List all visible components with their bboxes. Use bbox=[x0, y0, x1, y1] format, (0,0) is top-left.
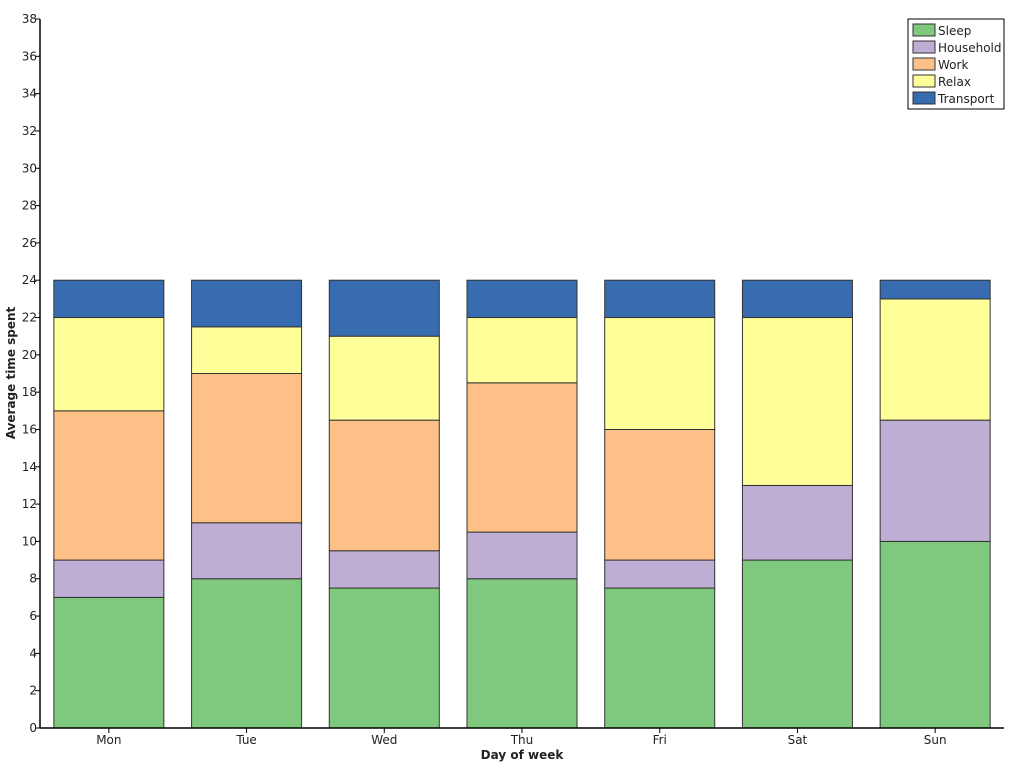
x-tick-label: Mon bbox=[96, 733, 121, 747]
bar-sleep-sat bbox=[741, 559, 853, 729]
bar-transport-wed bbox=[328, 279, 440, 337]
bar-transport-thu bbox=[466, 279, 578, 319]
y-tick-label: 26 bbox=[22, 236, 37, 250]
bar-work-tue bbox=[191, 373, 303, 524]
y-tick-label: 22 bbox=[22, 311, 37, 325]
y-axis-label: Average time spent bbox=[4, 306, 18, 439]
bar-sleep-fri bbox=[604, 587, 716, 729]
bar-relax-sat bbox=[741, 317, 853, 486]
legend-swatch-transport bbox=[912, 91, 936, 105]
bar-household-thu bbox=[466, 531, 578, 580]
x-tick-label: Sun bbox=[924, 733, 947, 747]
bar-household-sat bbox=[741, 484, 853, 561]
bar-transport-sat bbox=[741, 279, 853, 319]
x-tick-label: Thu bbox=[510, 733, 534, 747]
bar-relax-fri bbox=[604, 317, 716, 430]
bars-layer bbox=[53, 279, 991, 729]
bar-work-mon bbox=[53, 410, 165, 561]
bar-work-fri bbox=[604, 428, 716, 561]
bar-transport-mon bbox=[53, 279, 165, 319]
legend-label-transport: Transport bbox=[937, 92, 995, 106]
bar-sleep-mon bbox=[53, 596, 165, 729]
axes-layer: Mon Tue Wed Thu Fri Sat Sun0246810121416182022… bbox=[22, 12, 1004, 747]
legend-swatch-relax bbox=[912, 74, 936, 88]
y-tick-label: 10 bbox=[22, 534, 37, 548]
bar-sleep-tue bbox=[191, 578, 303, 729]
y-tick-label: 24 bbox=[22, 273, 37, 287]
y-tick-label: 38 bbox=[22, 12, 37, 26]
y-tick-label: 18 bbox=[22, 385, 37, 399]
bar-household-mon bbox=[53, 559, 165, 598]
legend-label-sleep: Sleep bbox=[938, 24, 971, 38]
legend: Sleep Household Work Relax Transport bbox=[907, 18, 1005, 110]
y-tick-label: 4 bbox=[29, 646, 37, 660]
legend-label-relax: Relax bbox=[938, 75, 971, 89]
legend-swatch-work bbox=[912, 57, 936, 71]
bar-household-tue bbox=[191, 522, 303, 580]
legend-label-work: Work bbox=[938, 58, 968, 72]
y-tick-label: 6 bbox=[29, 609, 37, 623]
bar-relax-mon bbox=[53, 317, 165, 412]
bar-transport-tue bbox=[191, 279, 303, 328]
bar-household-fri bbox=[604, 559, 716, 589]
y-tick-label: 2 bbox=[29, 684, 37, 698]
bar-work-thu bbox=[466, 382, 578, 533]
legend-swatch-household bbox=[912, 40, 936, 54]
y-tick-label: 34 bbox=[22, 87, 37, 101]
bar-relax-wed bbox=[328, 335, 440, 421]
x-tick-label: Tue bbox=[235, 733, 257, 747]
bar-sleep-sun bbox=[879, 540, 991, 729]
y-tick-label: 14 bbox=[22, 460, 37, 474]
bar-relax-thu bbox=[466, 317, 578, 384]
x-axis-label: Day of week bbox=[481, 748, 565, 762]
bar-transport-fri bbox=[604, 279, 716, 319]
bar-sleep-wed bbox=[328, 587, 440, 729]
bar-transport-sun bbox=[879, 279, 991, 300]
x-tick-label: Fri bbox=[653, 733, 667, 747]
bar-household-wed bbox=[328, 550, 440, 589]
y-tick-label: 12 bbox=[22, 497, 37, 511]
bar-household-sun bbox=[879, 419, 991, 542]
bar-relax-sun bbox=[879, 298, 991, 421]
x-tick-label: Sat bbox=[788, 733, 808, 747]
legend-swatch-sleep bbox=[912, 23, 936, 37]
y-tick-label: 32 bbox=[22, 124, 37, 138]
y-tick-label: 16 bbox=[22, 422, 37, 436]
bar-work-wed bbox=[328, 419, 440, 552]
y-tick-label: 36 bbox=[22, 49, 37, 63]
legend-label-household: Household bbox=[938, 41, 1002, 55]
y-tick-label: 0 bbox=[29, 721, 37, 735]
x-tick-label: Wed bbox=[371, 733, 397, 747]
y-tick-label: 30 bbox=[22, 161, 37, 175]
y-tick-label: 28 bbox=[22, 199, 37, 213]
y-tick-label: 20 bbox=[22, 348, 37, 362]
y-tick-label: 8 bbox=[29, 572, 37, 586]
bar-relax-tue bbox=[191, 326, 303, 374]
bar-sleep-thu bbox=[466, 578, 578, 729]
